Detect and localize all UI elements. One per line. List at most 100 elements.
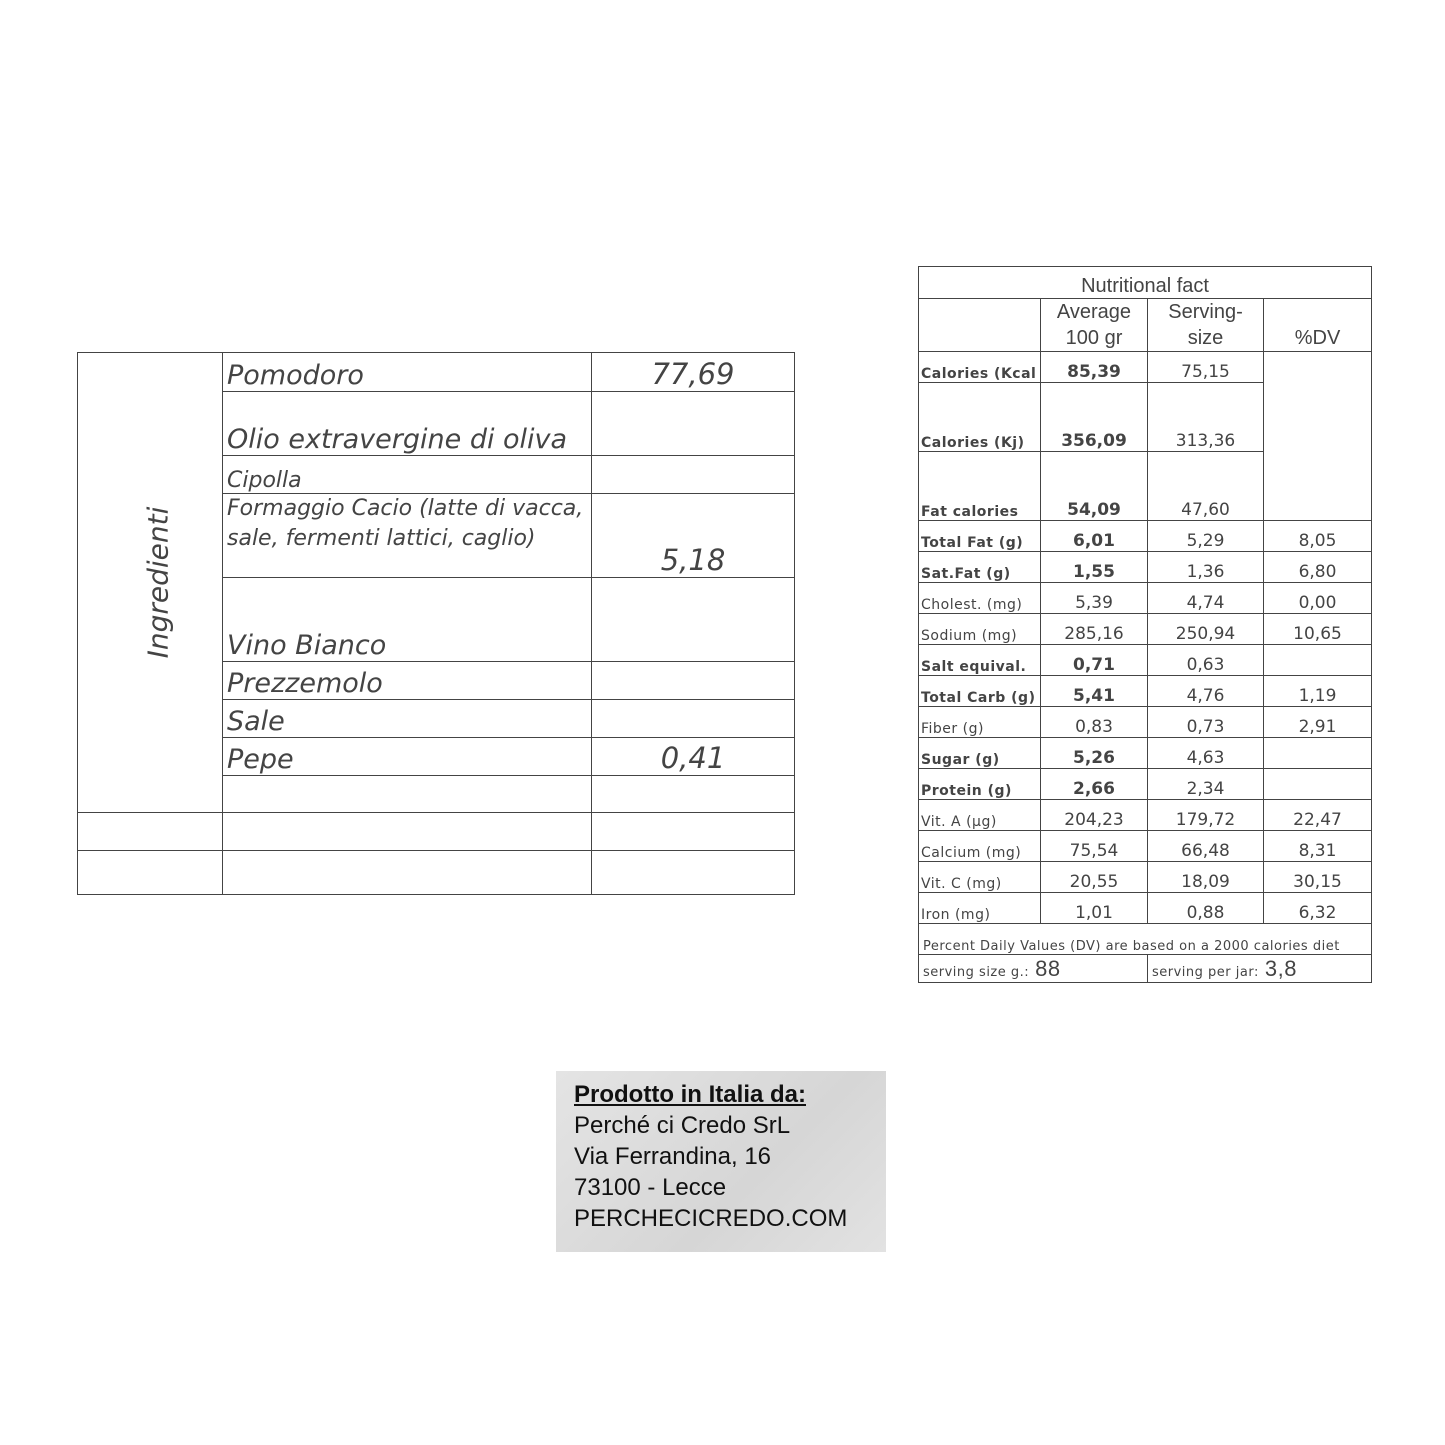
dv-value: 30,15	[1262, 861, 1373, 893]
serving-per-jar-label: serving per jar:	[1152, 965, 1259, 980]
ingredients-heading: Ingredienti	[141, 506, 175, 659]
serving-value: 18,09	[1147, 861, 1264, 893]
avg-100g-value: 5,39	[1040, 582, 1148, 614]
nutrient-label: Sugar (g)	[918, 737, 1041, 769]
ingredient-percentage: 77,69	[591, 352, 795, 392]
nutrient-label: Salt equival.	[918, 644, 1041, 676]
serving-size-value: 88	[1035, 956, 1061, 981]
ingredient-row: Olio extravergine di oliva	[78, 391, 795, 456]
nutrient-label: Calories (Kcal	[918, 351, 1041, 383]
nutrient-label: Sat.Fat (g)	[918, 551, 1041, 583]
nutrition-row: Fiber (g) 0,83 0,73 2,91	[918, 706, 1373, 738]
serving-size-label: serving size g.:	[923, 965, 1030, 980]
serving-value: 179,72	[1147, 799, 1264, 831]
ingredient-name: Sale	[222, 699, 592, 738]
nutrition-row: Total Fat (g) 6,01 5,29 8,05	[918, 520, 1373, 552]
producer-line: Via Ferrandina, 16	[574, 1143, 772, 1170]
ingredient-row: Formaggio Cacio (latte di vacca, sale, f…	[78, 493, 795, 578]
empty-cell	[77, 812, 223, 851]
ingredient-percentage	[591, 699, 795, 738]
empty-cell	[591, 812, 795, 851]
dv-value: 8,31	[1262, 830, 1373, 862]
column-header: Serving-size	[1147, 298, 1264, 352]
serving-value: 5,29	[1147, 520, 1264, 552]
nutrition-row: Calcium (mg) 75,54 66,48 8,31	[918, 830, 1373, 862]
producer-line: 73100 - Lecce	[574, 1174, 727, 1201]
avg-100g-value: 75,54	[1040, 830, 1148, 862]
avg-100g-value: 54,09	[1040, 451, 1148, 521]
dv-value	[1262, 768, 1373, 800]
dv-value	[1262, 644, 1373, 676]
avg-100g-value: 85,39	[1040, 351, 1148, 383]
serving-value: 66,48	[1147, 830, 1264, 862]
dv-value: 6,32	[1262, 892, 1373, 924]
ingredient-percentage	[591, 661, 795, 700]
nutrition-title: Nutritional fact	[917, 266, 1373, 299]
nutrient-label: Fat calories	[918, 451, 1041, 521]
ingredients-side-label: Ingredienti	[77, 352, 223, 813]
nutrient-label: Cholest. (mg)	[918, 582, 1041, 614]
avg-100g-value: 285,16	[1040, 613, 1148, 645]
serving-per-jar-cell: serving per jar: 3,8	[1146, 954, 1373, 983]
nutrition-row: Sodium (mg) 285,16 250,94 10,65	[918, 613, 1373, 645]
dv-value: 2,91	[1262, 706, 1373, 738]
serving-value: 0,73	[1147, 706, 1264, 738]
nutrition-row: Sat.Fat (g) 1,55 1,36 6,80	[918, 551, 1373, 583]
ingredient-row: Prezzemolo	[78, 661, 795, 700]
nutrition-row: Fat calories 54,09 47,60	[918, 451, 1372, 521]
empty-cell	[1262, 351, 1373, 521]
ingredient-percentage	[591, 577, 795, 662]
ingredient-row: Ingredienti Pomodoro 77,69	[77, 352, 795, 813]
column-header: Average 100 gr	[1040, 298, 1148, 352]
nutrient-label: Vit. C (mg)	[918, 861, 1041, 893]
nutrient-label: Calcium (mg)	[918, 830, 1041, 862]
empty-cell	[222, 850, 592, 895]
nutrition-facts-table: Nutritional fact Average 100 gr Serving-si…	[917, 266, 1373, 983]
nutrient-label: Sodium (mg)	[918, 613, 1041, 645]
ingredient-row: Vino Bianco	[78, 577, 795, 662]
ingredient-percentage: 5,18	[591, 493, 795, 578]
ingredient-name: Pepe	[222, 737, 592, 776]
ingredient-percentage: 0,41	[591, 737, 795, 776]
ingredient-name: Olio extravergine di oliva	[222, 391, 592, 456]
ingredient-percentage	[591, 391, 795, 456]
dv-value: 6,80	[1262, 551, 1373, 583]
serving-value: 1,36	[1147, 551, 1264, 583]
ingredient-name: Vino Bianco	[222, 577, 592, 662]
producer-label: Prodotto in Italia da: Perché ci Credo S…	[556, 1071, 886, 1252]
avg-100g-value: 0,83	[1040, 706, 1148, 738]
avg-100g-value: 356,09	[1040, 382, 1148, 452]
avg-100g-value: 2,66	[1040, 768, 1148, 800]
avg-100g-value: 0,71	[1040, 644, 1148, 676]
avg-100g-value: 5,26	[1040, 737, 1148, 769]
nutrient-label: Iron (mg)	[918, 892, 1041, 924]
avg-100g-value: 1,55	[1040, 551, 1148, 583]
dv-value: 22,47	[1262, 799, 1373, 831]
dv-value: 1,19	[1262, 675, 1373, 707]
serving-value: 313,36	[1147, 382, 1264, 452]
dv-value: 8,05	[1262, 520, 1373, 552]
nutrition-row: Calories (Kj) 356,09 313,36	[918, 382, 1372, 452]
ingredient-name: Prezzemolo	[222, 661, 592, 700]
nutrient-label: Calories (Kj)	[918, 382, 1041, 452]
serving-value: 75,15	[1147, 351, 1264, 383]
nutrition-row: Total Carb (g) 5,41 4,76 1,19	[918, 675, 1373, 707]
dv-value: 10,65	[1262, 613, 1373, 645]
producer-heading: Prodotto in Italia da:	[574, 1081, 806, 1108]
empty-cell	[222, 812, 592, 851]
nutrition-row: Cholest. (mg) 5,39 4,74 0,00	[918, 582, 1373, 614]
column-header: %DV	[1262, 298, 1373, 352]
nutrient-label: Total Carb (g)	[918, 675, 1041, 707]
producer-website: PERCHECICREDO.COM	[574, 1205, 848, 1232]
nutrient-label: Fiber (g)	[918, 706, 1041, 738]
nutrition-row: Vit. A (µg) 204,23 179,72 22,47	[918, 799, 1373, 831]
ingredient-name: Pomodoro	[222, 352, 592, 392]
avg-100g-value: 6,01	[1040, 520, 1148, 552]
avg-100g-value: 5,41	[1040, 675, 1148, 707]
nutrient-label: Protein (g)	[918, 768, 1041, 800]
serving-value: 4,76	[1147, 675, 1264, 707]
nutrient-label: Vit. A (µg)	[918, 799, 1041, 831]
empty-cell	[222, 775, 592, 813]
avg-100g-value: 1,01	[1040, 892, 1148, 924]
ingredients-table: Ingredienti Pomodoro 77,69 Olio extravergin…	[77, 352, 795, 895]
